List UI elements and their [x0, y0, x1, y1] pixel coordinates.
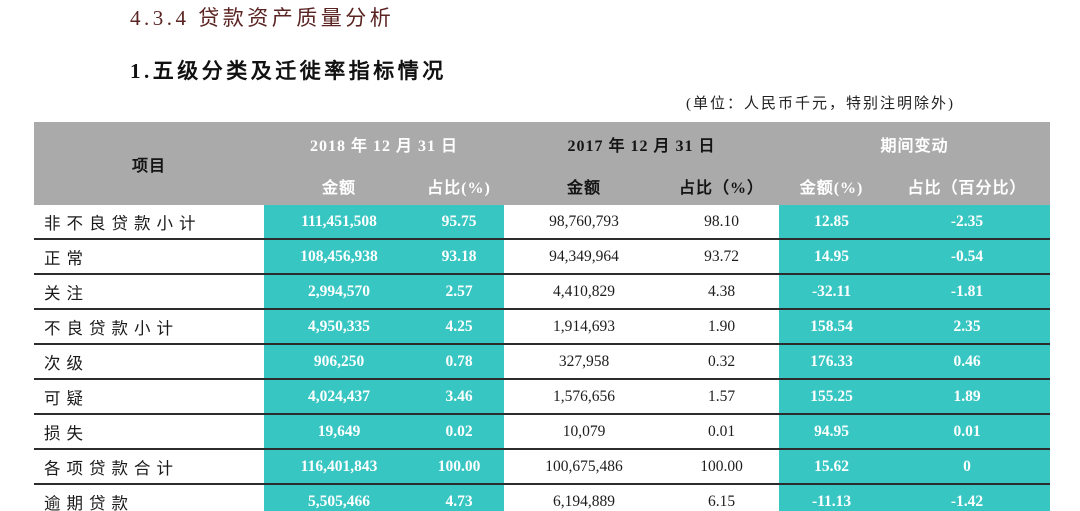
- cell-2018-pct: 2.57: [414, 274, 505, 310]
- table-body: 非不良贷款小计 111,451,508 95.75 98,760,793 98.…: [34, 205, 1051, 511]
- cell-2017-pct: 1.90: [664, 309, 780, 345]
- cell-change-amount: 14.95: [779, 239, 885, 275]
- cell-change-pct: 2.35: [884, 309, 1051, 345]
- row-label: 次级: [34, 344, 264, 380]
- cell-change-pct: -1.42: [884, 484, 1051, 511]
- header-2017-amount: 金额: [504, 166, 665, 205]
- cell-2017-pct: 0.32: [664, 344, 780, 380]
- loan-quality-table: 项目 2018 年 12 月 31 日 2017 年 12 月 31 日 期间变…: [34, 122, 1051, 511]
- cell-2017-amount: 98,760,793: [504, 205, 665, 240]
- cell-2018-pct: 0.02: [414, 414, 505, 450]
- cell-2018-amount: 906,250: [264, 344, 414, 380]
- cell-2018-pct: 3.46: [414, 379, 505, 415]
- cell-change-amount: 15.62: [779, 449, 885, 485]
- cell-2018-amount: 5,505,466: [264, 484, 414, 511]
- row-label: 不良贷款小计: [34, 309, 264, 345]
- row-label: 正常: [34, 239, 264, 275]
- cell-2017-pct: 1.57: [664, 379, 780, 415]
- cell-2017-amount: 100,675,486: [504, 449, 665, 485]
- header-group-row: 项目 2018 年 12 月 31 日 2017 年 12 月 31 日 期间变…: [34, 122, 1051, 205]
- cell-change-amount: 176.33: [779, 344, 885, 380]
- cell-2017-amount: 327,958: [504, 344, 665, 380]
- row-label: 各项贷款合计: [34, 449, 264, 485]
- cell-change-amount: 158.54: [779, 309, 885, 345]
- cell-2018-pct: 95.75: [414, 205, 505, 240]
- cell-change-amount: 155.25: [779, 379, 885, 415]
- cell-change-amount: -11.13: [779, 484, 885, 511]
- cell-2017-pct: 93.72: [664, 239, 780, 275]
- table-row: 各项贷款合计 116,401,843 100.00 100,675,486 10…: [34, 449, 1051, 485]
- table-row: 逾期贷款 5,505,466 4.73 6,194,889 6.15 -11.1…: [34, 484, 1051, 511]
- cell-2017-pct: 4.38: [664, 274, 780, 310]
- cell-2018-pct: 93.18: [414, 239, 505, 275]
- cell-change-pct: 0.01: [884, 414, 1051, 450]
- cell-change-amount: 94.95: [779, 414, 885, 450]
- header-group-2017: 2017 年 12 月 31 日: [504, 122, 780, 166]
- cell-2017-pct: 6.15: [664, 484, 780, 511]
- cell-2018-amount: 116,401,843: [264, 449, 414, 485]
- cell-2017-pct: 98.10: [664, 205, 780, 240]
- cell-change-amount: -32.11: [779, 274, 885, 310]
- table-row: 关注 2,994,570 2.57 4,410,829 4.38 -32.11 …: [34, 274, 1051, 310]
- cell-2017-amount: 6,194,889: [504, 484, 665, 511]
- cell-2018-pct: 100.00: [414, 449, 505, 485]
- cell-2018-amount: 19,649: [264, 414, 414, 450]
- table-row: 次级 906,250 0.78 327,958 0.32 176.33 0.46: [34, 344, 1051, 380]
- cell-2018-amount: 2,994,570: [264, 274, 414, 310]
- cell-2017-amount: 1,576,656: [504, 379, 665, 415]
- header-item: 项目: [34, 122, 264, 205]
- row-label: 损失: [34, 414, 264, 450]
- header-sub-row: 金额 占比(%) 金额 占比（%） 金额(%) 占比（百分比）: [34, 166, 1051, 205]
- row-label: 可疑: [34, 379, 264, 415]
- table-row: 可疑 4,024,437 3.46 1,576,656 1.57 155.25 …: [34, 379, 1051, 415]
- cell-change-pct: 0.46: [884, 344, 1051, 380]
- cell-change-pct: -2.35: [884, 205, 1051, 240]
- table-row: 正常 108,456,938 93.18 94,349,964 93.72 14…: [34, 239, 1051, 275]
- cell-2018-pct: 0.78: [414, 344, 505, 380]
- row-label: 逾期贷款: [34, 484, 264, 511]
- header-2017-pct: 占比（%）: [664, 166, 780, 205]
- cell-2018-pct: 4.73: [414, 484, 505, 511]
- cell-2017-pct: 0.01: [664, 414, 780, 450]
- cell-2017-pct: 100.00: [664, 449, 780, 485]
- header-change-pct: 占比（百分比）: [884, 166, 1051, 205]
- cell-2018-amount: 4,950,335: [264, 309, 414, 345]
- header-group-change: 期间变动: [779, 122, 1051, 166]
- cell-2017-amount: 1,914,693: [504, 309, 665, 345]
- header-2018-pct: 占比(%): [414, 166, 505, 205]
- cell-change-pct: -0.54: [884, 239, 1051, 275]
- header-change-amount: 金额(%): [779, 166, 885, 205]
- cell-2017-amount: 10,079: [504, 414, 665, 450]
- cell-2018-pct: 4.25: [414, 309, 505, 345]
- row-label: 关注: [34, 274, 264, 310]
- row-label: 非不良贷款小计: [34, 205, 264, 240]
- cell-change-amount: 12.85: [779, 205, 885, 240]
- cell-2017-amount: 94,349,964: [504, 239, 665, 275]
- table-header: 项目 2018 年 12 月 31 日 2017 年 12 月 31 日 期间变…: [34, 122, 1051, 205]
- cell-2018-amount: 108,456,938: [264, 239, 414, 275]
- table-row: 非不良贷款小计 111,451,508 95.75 98,760,793 98.…: [34, 205, 1051, 240]
- cell-change-pct: 1.89: [884, 379, 1051, 415]
- header-group-2018: 2018 年 12 月 31 日: [264, 122, 505, 166]
- cell-change-pct: 0: [884, 449, 1051, 485]
- section-title: 4.3.4 贷款资产质量分析: [130, 6, 395, 30]
- table-row: 不良贷款小计 4,950,335 4.25 1,914,693 1.90 158…: [34, 309, 1051, 345]
- cell-2018-amount: 111,451,508: [264, 205, 414, 240]
- unit-note: (单位：人民币千元，特别注明除外): [686, 96, 955, 112]
- header-2018-amount: 金额: [264, 166, 414, 205]
- table-row: 损失 19,649 0.02 10,079 0.01 94.95 0.01: [34, 414, 1051, 450]
- subsection-title: 1.五级分类及迁徙率指标情况: [130, 59, 447, 83]
- cell-change-pct: -1.81: [884, 274, 1051, 310]
- cell-2017-amount: 4,410,829: [504, 274, 665, 310]
- cell-2018-amount: 4,024,437: [264, 379, 414, 415]
